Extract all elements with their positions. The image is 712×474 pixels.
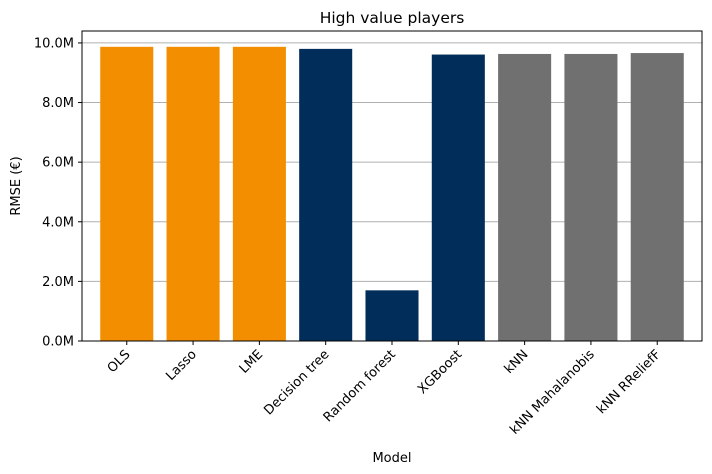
x-tick-label: OLS <box>105 347 134 376</box>
x-tick-label: Lasso <box>163 347 200 384</box>
bar-knn-mahalanobis <box>564 53 618 341</box>
x-tick-label: kNN RReliefF <box>594 347 664 417</box>
bar-random-forest <box>365 290 419 341</box>
bar-knn-rrelieff <box>630 53 684 342</box>
bar-ols <box>100 46 154 342</box>
bar-lme <box>232 46 286 342</box>
y-axis-ticks: 0.0M 2.0M 4.0M 6.0M 8.0M 10.0M <box>34 36 82 350</box>
bar-decision-tree <box>299 48 353 342</box>
y-tick-label: 4.0M <box>42 215 74 230</box>
bars <box>100 46 684 342</box>
x-tick-label: Random forest <box>321 347 399 425</box>
bar-xgboost <box>431 54 485 342</box>
y-axis-label: RMSE (€) <box>9 156 24 215</box>
x-tick-label: kNN <box>502 347 532 377</box>
y-tick-label: 0.0M <box>42 335 74 350</box>
chart-title: High value players <box>320 9 465 27</box>
x-tick-label: XGBoost <box>415 347 465 397</box>
x-tick-label: LME <box>237 347 266 376</box>
x-axis-label: Model <box>372 451 411 466</box>
x-tick-label: Decision tree <box>261 347 332 418</box>
y-tick-label: 2.0M <box>42 275 74 290</box>
y-tick-label: 10.0M <box>34 36 74 51</box>
y-tick-label: 6.0M <box>42 156 74 171</box>
bar-knn <box>498 53 552 341</box>
bar-lasso <box>166 46 220 342</box>
y-tick-label: 8.0M <box>42 96 74 111</box>
